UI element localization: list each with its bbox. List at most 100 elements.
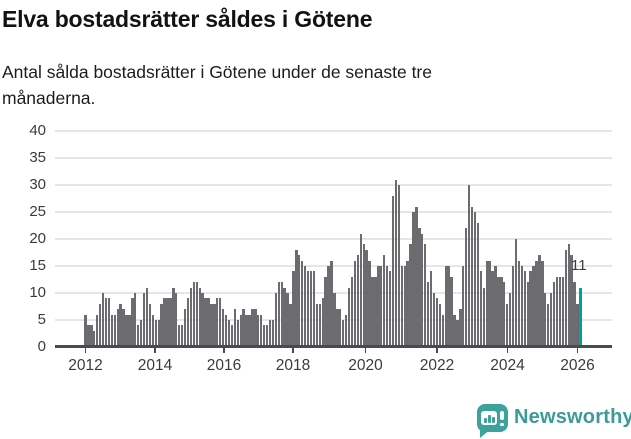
bar — [189, 287, 193, 347]
bar — [426, 282, 430, 347]
bar — [541, 260, 544, 347]
logo-exclamation-dot — [500, 422, 504, 426]
x-tick-label: 2026 — [560, 357, 595, 374]
bar — [248, 314, 251, 347]
bar — [204, 298, 207, 347]
bar — [491, 271, 494, 347]
bar — [330, 260, 333, 347]
bar — [377, 266, 380, 347]
bar — [438, 303, 441, 347]
bar — [488, 260, 491, 347]
bar — [359, 233, 362, 347]
bar — [98, 303, 102, 347]
bar — [418, 228, 421, 347]
logo-chart-bar-3 — [491, 416, 495, 423]
y-tick-label: 40 — [29, 122, 46, 139]
x-tick — [506, 347, 509, 353]
bar — [219, 298, 222, 347]
bar — [157, 320, 160, 347]
bar — [409, 244, 412, 347]
bar — [456, 320, 459, 347]
bar — [183, 309, 187, 347]
bar — [517, 260, 521, 347]
y-tick-label: 30 — [29, 176, 46, 193]
logo-exclamation-bar — [500, 411, 504, 420]
bar — [397, 185, 400, 347]
bar — [289, 303, 292, 347]
bar — [321, 298, 324, 347]
bar — [380, 266, 383, 347]
bar — [198, 287, 201, 347]
x-tick — [364, 347, 367, 353]
gridline — [55, 184, 612, 186]
bar — [166, 298, 169, 347]
bar — [362, 244, 365, 347]
y-tick-label: 35 — [29, 149, 46, 166]
x-tick-label: 2014 — [137, 357, 173, 374]
bar — [564, 249, 567, 347]
bar — [175, 293, 178, 347]
bar — [186, 298, 190, 347]
bar — [227, 320, 231, 347]
y-tick-label: 0 — [37, 338, 46, 355]
bar — [485, 260, 488, 347]
bar — [462, 266, 465, 347]
logo-chart-bar-2 — [487, 415, 491, 423]
bar — [87, 325, 90, 347]
bar — [371, 276, 374, 347]
logo-chart-pill — [481, 411, 497, 425]
bar — [403, 266, 406, 347]
bar — [139, 320, 143, 347]
bar — [450, 276, 453, 347]
bar — [447, 266, 450, 347]
bar — [333, 293, 336, 347]
bar — [309, 271, 313, 347]
bar — [444, 266, 447, 347]
bar — [394, 179, 398, 347]
bar — [262, 325, 266, 347]
bar — [555, 276, 559, 347]
bar — [84, 314, 87, 347]
x-tick-label: 2016 — [206, 357, 242, 374]
bar — [391, 195, 395, 347]
newsworthy-logo-text: Newsworthy — [514, 406, 631, 428]
bar — [169, 298, 172, 347]
bar — [552, 282, 556, 347]
x-tick-label: 2024 — [490, 357, 525, 374]
bar — [224, 314, 228, 347]
bar — [406, 260, 409, 347]
bar — [265, 325, 269, 347]
bar — [207, 298, 210, 347]
bar — [547, 303, 550, 347]
bar — [254, 309, 257, 347]
bar — [93, 330, 96, 347]
bar — [532, 266, 535, 347]
bar — [350, 276, 354, 347]
bar — [415, 206, 418, 347]
bar — [101, 293, 105, 347]
bar — [344, 314, 348, 347]
y-tick-label: 10 — [29, 284, 46, 301]
bar — [470, 206, 474, 347]
bar — [148, 303, 152, 347]
bar — [128, 314, 131, 347]
bar — [245, 314, 248, 347]
bar — [432, 293, 436, 347]
bar — [131, 298, 134, 347]
bar — [506, 303, 509, 347]
bar — [494, 266, 497, 347]
bar — [383, 255, 386, 347]
bar — [283, 287, 286, 347]
bar — [154, 320, 157, 347]
bar — [520, 266, 523, 347]
bar — [467, 185, 471, 347]
x-tick — [576, 347, 579, 353]
subtitle-line-1: Antal sålda bostadsrätter i Götene under… — [2, 62, 432, 82]
bar — [500, 276, 503, 347]
bar — [558, 276, 562, 347]
bar — [336, 309, 339, 347]
bar — [172, 287, 175, 347]
bar — [236, 320, 239, 347]
page-title: Elva bostadsrätter såldes i Götene — [2, 6, 373, 32]
bar — [280, 282, 283, 347]
